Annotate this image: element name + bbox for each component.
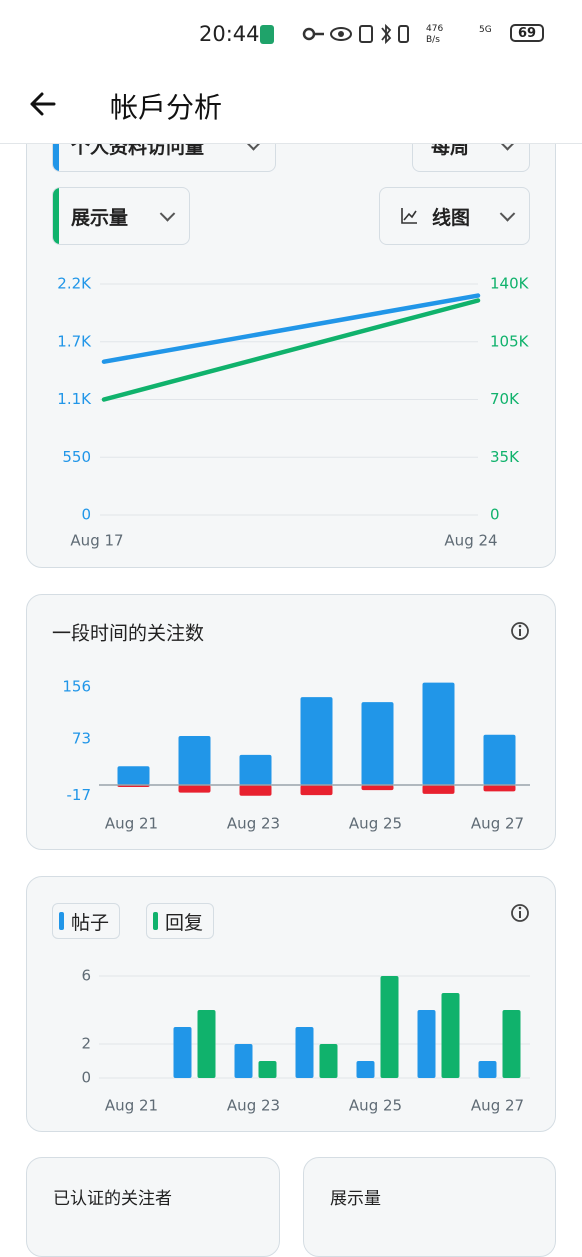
stat-card-title: 已认证的关注者 <box>53 1189 172 1209</box>
stat-card[interactable]: 已认证的关注者 <box>26 1157 280 1257</box>
status-net-speed: 476 <box>426 24 444 34</box>
app-header: 20:44 476 B/s 5G 69 帐戶分析 <box>0 0 582 144</box>
metric-label: 展示量 <box>71 206 129 229</box>
status-network: 5G <box>479 25 492 35</box>
metric-dropdown[interactable]: 展示量 <box>52 187 190 245</box>
chart-style-label: 线图 <box>432 206 471 229</box>
chart-style-icon <box>401 208 417 224</box>
legend-label: 回复 <box>165 911 204 934</box>
legend-swatch <box>153 912 158 930</box>
posts-chart-card <box>26 876 556 1132</box>
back-button[interactable] <box>28 89 58 119</box>
legend-label: 帖子 <box>71 911 110 934</box>
legend-item[interactable]: 帖子 <box>52 903 121 939</box>
stat-card[interactable]: 展示量 <box>303 1157 556 1257</box>
status-battery: 69 <box>510 24 544 42</box>
chart-style-dropdown[interactable]: 线图 <box>379 187 530 245</box>
status-time: 20:44 <box>199 22 260 46</box>
status-net-unit: B/s <box>426 35 440 45</box>
stat-card-title: 展示量 <box>330 1189 381 1209</box>
status-icons <box>260 23 409 45</box>
page-title: 帐戶分析 <box>110 91 223 124</box>
followers-chart-card <box>26 594 556 850</box>
legend-item[interactable]: 回复 <box>146 903 215 939</box>
legend-swatch <box>59 912 64 930</box>
